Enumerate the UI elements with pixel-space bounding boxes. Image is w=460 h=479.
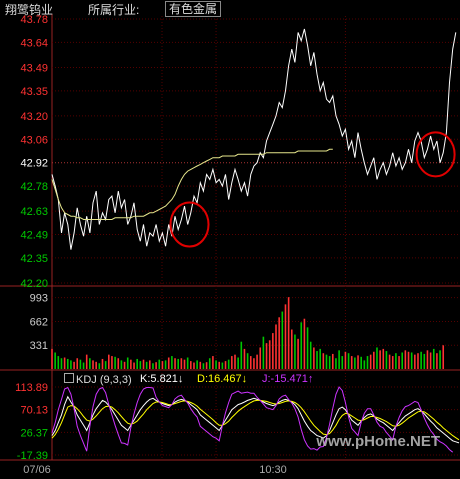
price-line [51, 28, 457, 250]
price-tick-label: 42.20 [20, 278, 48, 290]
kdj-tick-label: -17.39 [17, 450, 48, 462]
price-tick-label: 43.20 [20, 111, 48, 123]
price-tick-label: 42.63 [20, 206, 48, 218]
kdj-d-value: D:16.467↓ [197, 373, 248, 385]
volume-tick-label: 662 [30, 316, 48, 328]
kdj-k-line [51, 395, 460, 444]
highlight-circle [169, 201, 210, 248]
price-tick-label: 43.64 [20, 37, 48, 49]
kdj-k-value: K:5.821↓ [140, 373, 184, 385]
industry-value[interactable]: 有色金属 [165, 1, 222, 17]
stock-name: 翔鹭钨业 [5, 3, 54, 17]
watermark: www.pHome.NET [315, 433, 440, 450]
x-axis-label: 07/06 [23, 464, 51, 476]
kdj-indicator-label: KDJ (9,3,3) [76, 374, 132, 386]
average-price-line [51, 148, 333, 220]
price-tick-label: 42.35 [20, 253, 48, 265]
kdj-j-line [51, 386, 454, 453]
kdj-tick-label: 70.13 [20, 405, 48, 417]
price-tick-label: 43.78 [20, 14, 48, 26]
price-tick-label: 42.78 [20, 181, 48, 193]
price-tick-label: 42.92 [20, 158, 48, 170]
kdj-j-value: J:-15.471↑ [262, 373, 314, 385]
price-tick-label: 42.49 [20, 230, 48, 242]
industry-label: 所属行业: [88, 3, 140, 17]
volume-tick-label: 331 [30, 340, 48, 352]
kdj-tick-label: 26.37 [20, 427, 48, 439]
kdj-tick-label: 113.89 [15, 382, 48, 394]
highlight-circle [415, 131, 456, 178]
kdj-indicator-name[interactable]: KDJ (9,3,3) [64, 373, 132, 386]
price-tick-label: 43.06 [20, 134, 48, 146]
price-tick-label: 43.49 [20, 62, 48, 74]
kdj-box-icon [64, 373, 74, 383]
volume-tick-label: 993 [30, 293, 48, 305]
kdj-d-line [51, 399, 460, 441]
price-tick-label: 43.35 [20, 86, 48, 98]
x-axis-label: 10:30 [259, 464, 287, 476]
